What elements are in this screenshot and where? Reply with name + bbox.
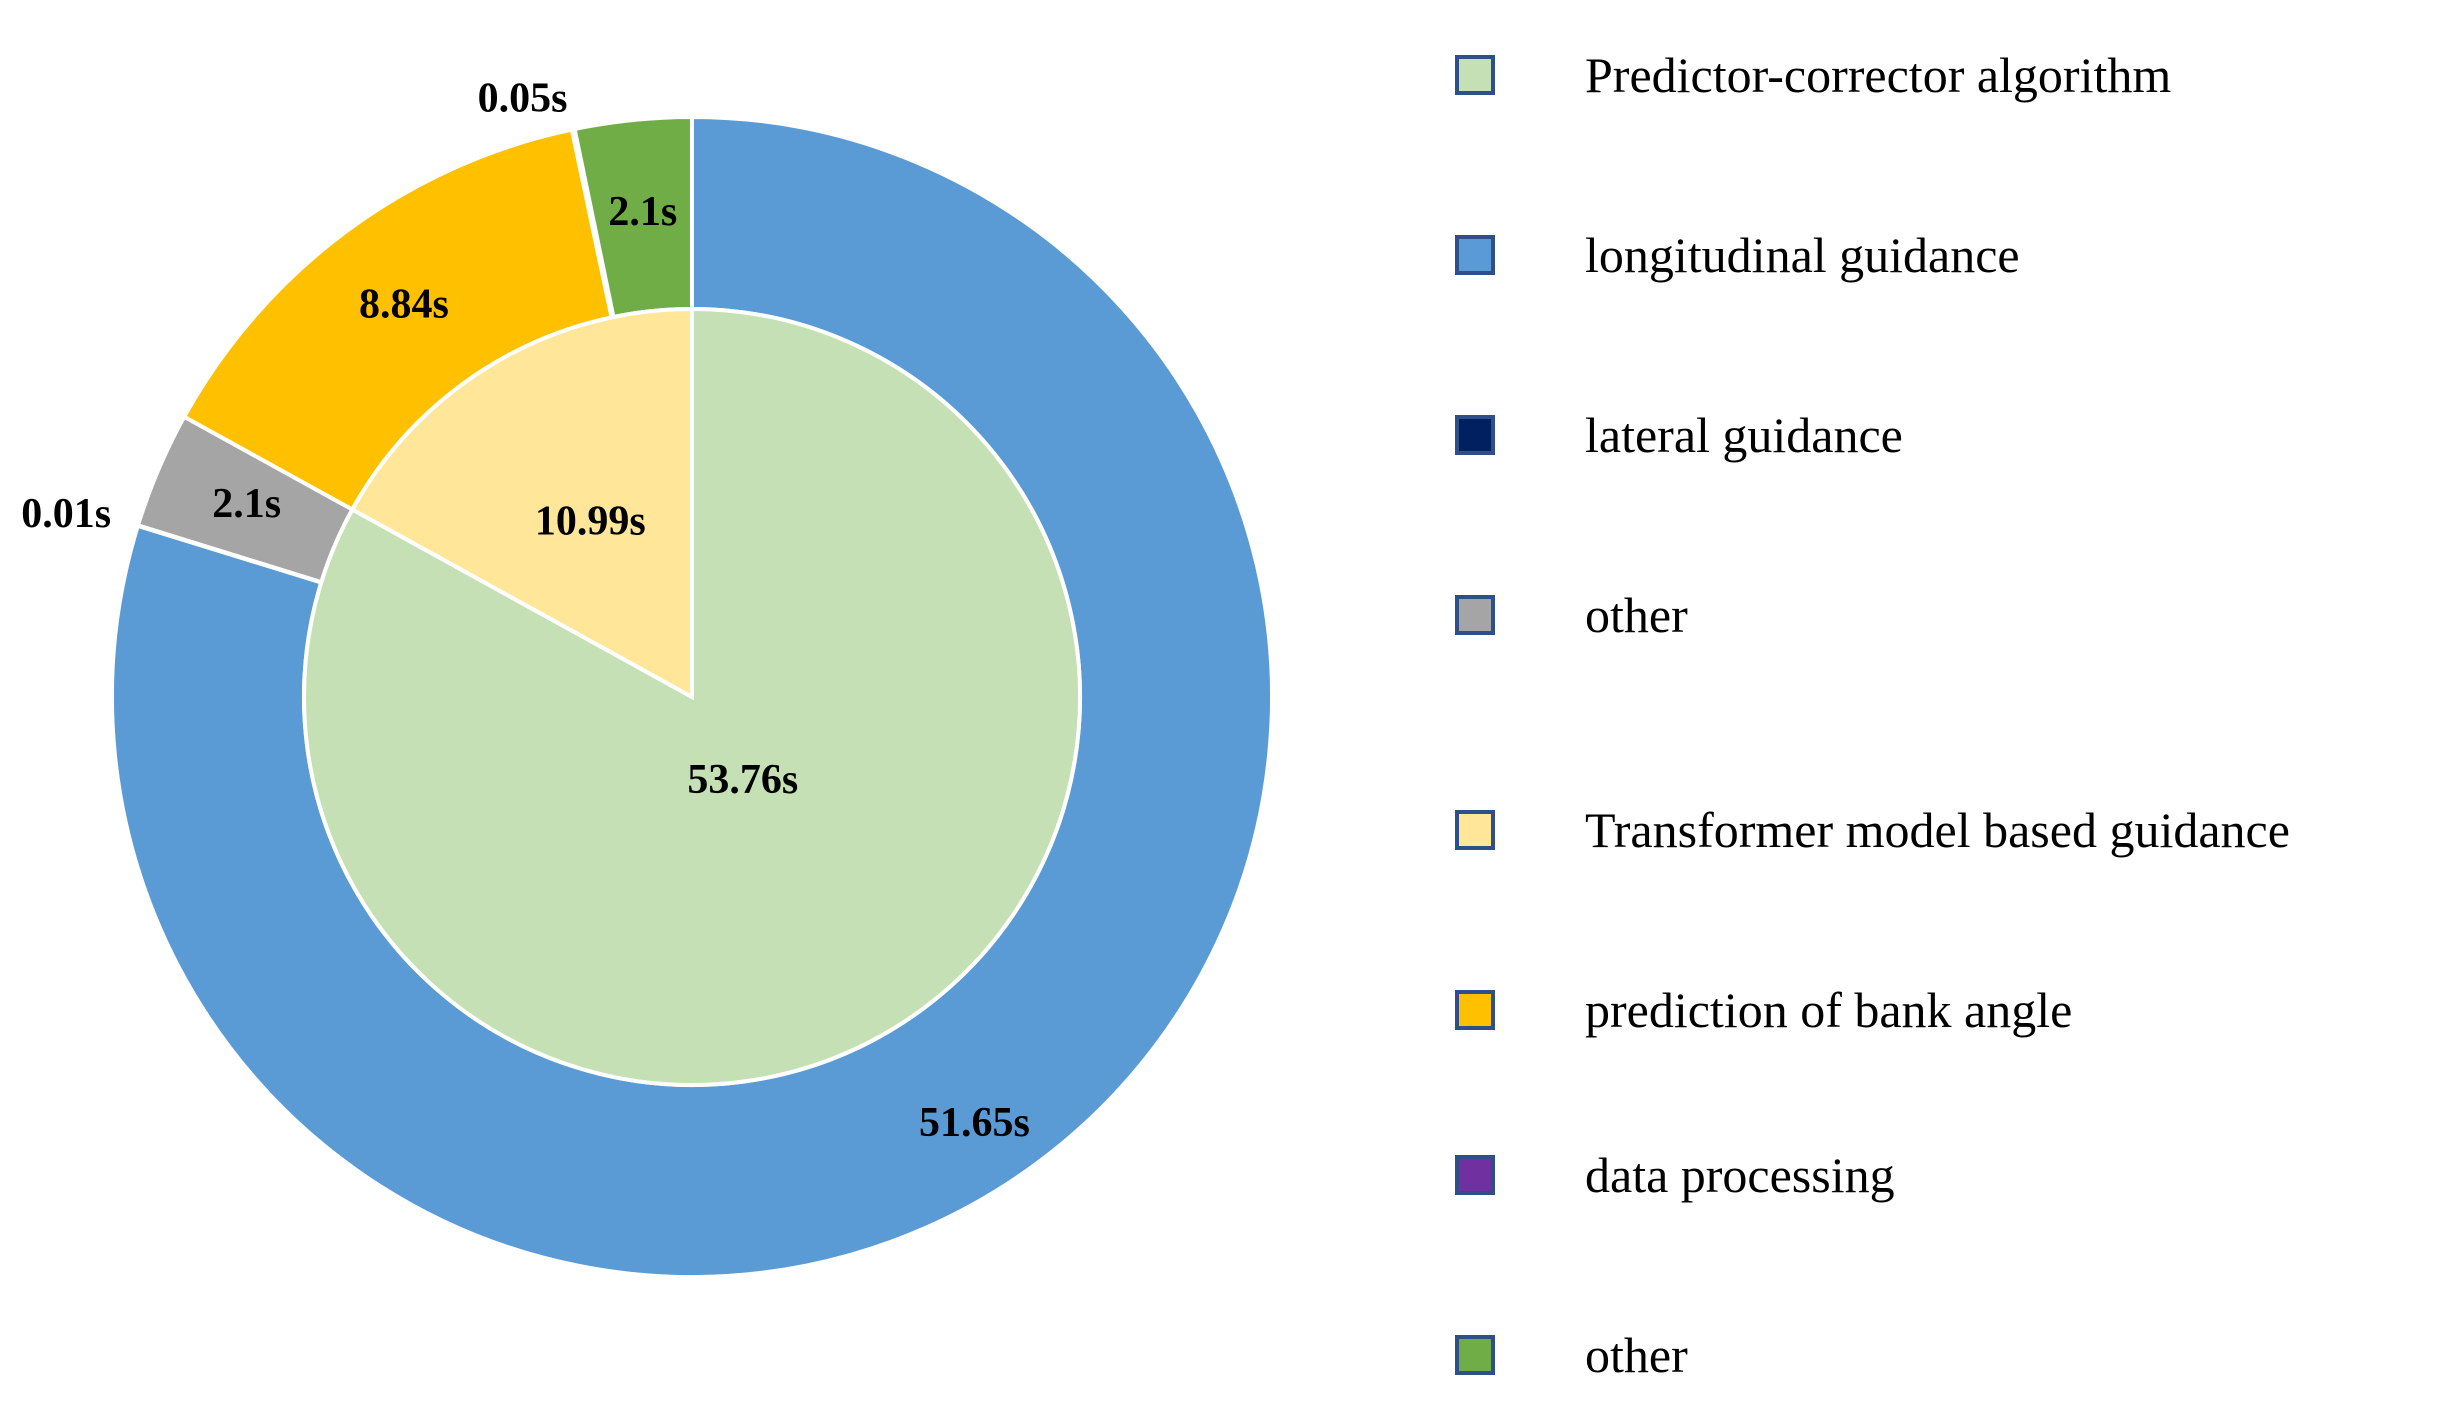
inner-slice-transformer-model-based-guidance bbox=[349, 306, 694, 701]
inner-data-label-1: 10.99s bbox=[535, 498, 646, 544]
legend-item-bank-angle: prediction of bank angle bbox=[1455, 980, 2072, 1040]
outer-data-label-1: 0.01s bbox=[21, 491, 111, 537]
legend-item-other-green: other bbox=[1455, 1325, 1688, 1385]
donut-chart: 51.65s 0.01s 2.1s 8.84s 0.05s 2.1s 53.76s 10.99… bbox=[21, 76, 1274, 1279]
legend-item-data-processing: data processing bbox=[1455, 1145, 1895, 1205]
legend-label: other bbox=[1585, 587, 1688, 643]
outer-data-label-2: 2.1s bbox=[212, 481, 281, 527]
legend-swatch bbox=[1455, 55, 1495, 95]
legend-item-transformer-guidance: Transformer model based guidance bbox=[1455, 800, 2290, 860]
legend-item-longitudinal-guidance: longitudinal guidance bbox=[1455, 225, 2020, 285]
legend-label: Predictor-corrector algorithm bbox=[1585, 47, 2172, 103]
legend-label: data processing bbox=[1585, 1147, 1895, 1203]
inner-data-label-0: 53.76s bbox=[687, 757, 798, 803]
legend-swatch bbox=[1455, 810, 1495, 850]
legend-swatch bbox=[1455, 1155, 1495, 1195]
legend-label: longitudinal guidance bbox=[1585, 227, 2020, 283]
legend-swatch bbox=[1455, 235, 1495, 275]
legend-swatch bbox=[1455, 595, 1495, 635]
chart-legend: Predictor-corrector algorithm longitudin… bbox=[1455, 0, 2430, 1415]
legend-label: lateral guidance bbox=[1585, 407, 1903, 463]
legend-label: prediction of bank angle bbox=[1585, 982, 2073, 1038]
legend-swatch bbox=[1455, 1335, 1495, 1375]
legend-label: Transformer model based guidance bbox=[1585, 802, 2290, 858]
legend-label: other bbox=[1585, 1327, 1688, 1383]
legend-item-lateral-guidance: lateral guidance bbox=[1455, 405, 1903, 465]
legend-item-other-gray: other bbox=[1455, 585, 1688, 645]
legend-swatch bbox=[1455, 415, 1495, 455]
legend-swatch bbox=[1455, 990, 1495, 1030]
inner-slice-predictor-corrector-algorithm bbox=[302, 306, 1082, 1087]
outer-data-label-5: 2.1s bbox=[608, 189, 677, 235]
outer-data-label-0: 51.65s bbox=[919, 1100, 1030, 1146]
outer-data-label-3: 8.84s bbox=[359, 282, 449, 328]
legend-item-predictor-corrector: Predictor-corrector algorithm bbox=[1455, 45, 2171, 105]
outer-data-label-4: 0.05s bbox=[478, 76, 568, 122]
